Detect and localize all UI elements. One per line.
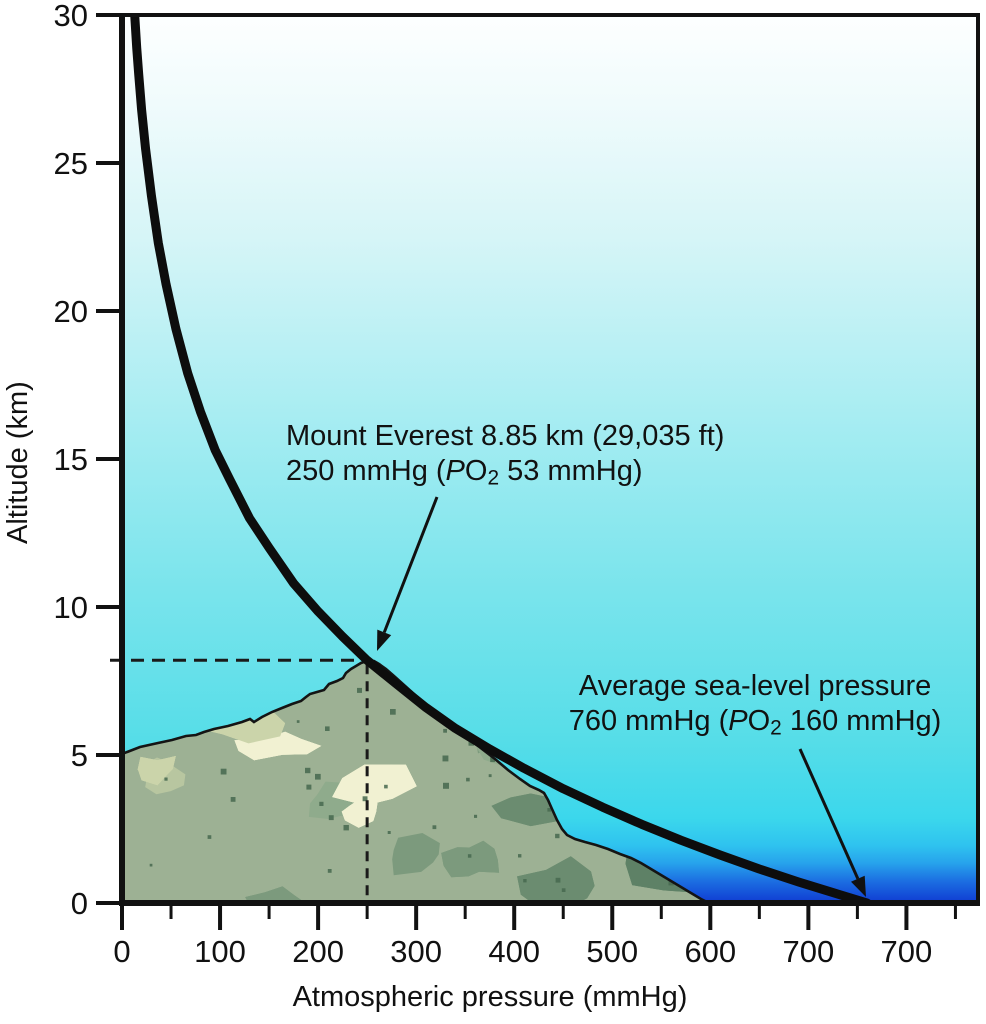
sea-level-arrow — [798, 748, 860, 880]
y-tick-label: 30 — [54, 0, 88, 33]
x-tick-label: 700 — [783, 934, 835, 969]
x-axis-title: Atmospheric pressure (mmHg) — [292, 981, 688, 1013]
x-tick-label: 300 — [390, 934, 442, 969]
mountain-speckle — [306, 784, 312, 790]
mountain-speckle — [474, 814, 478, 818]
mountain-speckle — [555, 877, 561, 883]
mountain-speckle — [149, 863, 153, 867]
mountain-speckle — [164, 777, 168, 781]
mountain-speckle — [555, 833, 560, 839]
x-tick-label: 700 — [881, 934, 933, 969]
everest-annotation-line1: Mount Everest 8.85 km (29,035 ft) — [286, 420, 725, 452]
mountain-speckle — [387, 831, 391, 834]
mountain-patch — [341, 799, 378, 828]
mountain-speckle — [319, 801, 324, 806]
everest-arrow-head — [377, 629, 392, 651]
mountain-speckle — [315, 773, 321, 780]
mountain-speckle — [466, 777, 470, 782]
mountain-speckle — [220, 768, 227, 775]
mountain-speckle — [230, 797, 236, 802]
mountain-speckle — [357, 687, 362, 693]
x-tick-label: 500 — [586, 934, 638, 969]
sea-level-annotation-line1: Average sea-level pressure — [578, 670, 932, 702]
mountain-speckle — [296, 720, 300, 723]
po2-italic-p: P — [445, 455, 465, 487]
mountain-speckle — [305, 767, 311, 774]
mountain-speckle — [442, 755, 449, 762]
mountain-speckle — [343, 825, 349, 831]
y-tick-label: 5 — [71, 738, 88, 773]
sea-level-arrow-head — [851, 875, 866, 897]
sea-level-annotation: Average sea-level pressure 760 mmHg (PO2… — [545, 669, 965, 746]
y-tick-label: 15 — [54, 442, 88, 477]
y-tick-label: 25 — [54, 146, 88, 181]
po2-italic-p: P — [728, 705, 748, 737]
mountain-speckle — [490, 757, 495, 763]
po2-subscript: 2 — [487, 466, 500, 490]
everest-arrow — [382, 496, 439, 633]
po2-subscript: 2 — [770, 716, 782, 740]
y-tick-label: 0 — [71, 886, 88, 921]
x-tick-label: 600 — [684, 934, 736, 969]
y-tick-label: 10 — [54, 590, 88, 625]
y-axis-title: Altitude (km) — [2, 381, 34, 544]
x-tick-label: 100 — [194, 934, 246, 969]
mountain-speckle — [207, 835, 212, 839]
mountain-speckle — [384, 784, 388, 789]
everest-annotation-line2: 250 mmHg (PO2 53 mmHg) — [286, 455, 643, 490]
mountain-patch — [441, 840, 500, 878]
mountain-speckle — [443, 728, 447, 733]
mountain-speckle — [467, 854, 472, 858]
mountain-speckle — [523, 879, 527, 883]
mountain-patch — [332, 764, 417, 806]
mountain-speckle — [327, 869, 332, 873]
x-tick-label: 0 — [113, 934, 130, 969]
mountain-speckle — [668, 880, 674, 886]
sea-level-annotation-line2: 760 mmHg (PO2 160 mmHg) — [568, 705, 942, 740]
y-tick-label: 20 — [54, 294, 88, 329]
mountain-speckle — [328, 815, 334, 821]
mountain-patch — [137, 756, 176, 786]
mountain-speckle — [561, 888, 566, 892]
mountain-speckle — [488, 774, 492, 778]
everest-annotation: Mount Everest 8.85 km (29,035 ft) 250 mm… — [286, 419, 724, 496]
mountain-speckle — [390, 709, 396, 715]
x-tick-label: 200 — [292, 934, 344, 969]
mountain-speckle — [518, 854, 522, 858]
mountain-speckle — [362, 796, 368, 802]
mountain-speckle — [547, 808, 551, 812]
mountain-speckle — [432, 825, 437, 830]
pressure-curve — [130, 15, 872, 903]
mountain-speckle — [443, 782, 449, 789]
x-tick-label: 400 — [488, 934, 540, 969]
mountain-speckle — [325, 726, 330, 731]
mountain-patch — [392, 833, 440, 876]
